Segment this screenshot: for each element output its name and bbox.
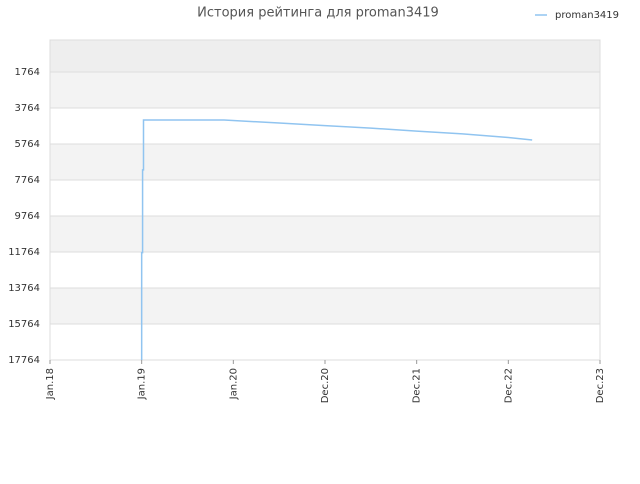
y-tick-label: 17764 (8, 355, 40, 366)
x-tick-label: Dec.22 (503, 368, 514, 403)
x-tick-label: Jan.18 (45, 368, 56, 400)
y-tick-label: 13764 (8, 283, 40, 294)
x-tick-label: Dec.20 (320, 368, 331, 403)
x-tick-label: Jan.19 (137, 368, 148, 400)
y-tick-label: 11764 (8, 247, 40, 258)
x-tick-label: Jan.20 (228, 368, 239, 400)
band (50, 144, 600, 181)
band (50, 40, 600, 73)
x-tick-label: Dec.21 (412, 368, 423, 403)
y-tick-label: 7764 (15, 175, 40, 186)
y-tick-label: 9764 (15, 211, 40, 222)
y-tick-label: 15764 (8, 319, 40, 330)
y-tick-label: 5764 (15, 139, 40, 150)
chart-title: История рейтинга для proman3419 (197, 6, 439, 21)
band (50, 180, 600, 217)
band (50, 72, 600, 109)
legend-label: proman3419 (555, 10, 619, 21)
x-tick-label: Dec.23 (595, 368, 606, 403)
line (140, 119, 533, 360)
band (50, 324, 600, 360)
y-tick-label: 3764 (15, 103, 40, 114)
band (50, 288, 600, 325)
band (50, 252, 600, 289)
band (50, 216, 600, 253)
y-tick-label: 1764 (15, 67, 40, 78)
